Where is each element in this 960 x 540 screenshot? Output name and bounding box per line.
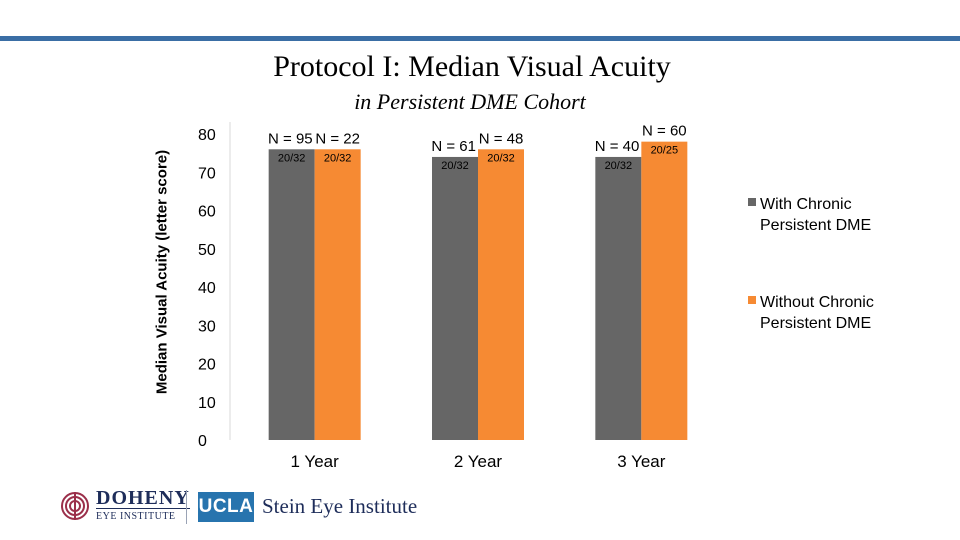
- data-label-acuity: 20/32: [487, 152, 515, 164]
- x-tick-label: 1 Year: [291, 452, 340, 471]
- logo-divider: [186, 490, 187, 524]
- data-label-acuity: 20/32: [605, 160, 633, 172]
- y-tick-label: 0: [198, 433, 207, 450]
- data-label-n: N = 95: [268, 130, 313, 147]
- data-label-n: N = 22: [315, 130, 360, 147]
- legend-swatch-orange: [748, 296, 756, 304]
- data-label-acuity: 20/32: [441, 160, 469, 172]
- y-tick-label: 60: [198, 204, 216, 221]
- y-tick-label: 40: [198, 280, 216, 297]
- bar: [432, 156, 478, 440]
- doheny-logo-icon: [61, 492, 89, 520]
- y-tick-label: 10: [198, 395, 216, 412]
- x-tick-label: 2 Year: [454, 452, 503, 471]
- x-tick-label: 3 Year: [617, 452, 666, 471]
- y-tick-label: 20: [198, 357, 216, 374]
- chart-title: Protocol I: Median Visual Acuity: [273, 50, 671, 83]
- legend-item-with-chronic: With Chronic Persistent DME: [748, 194, 910, 236]
- bar: [595, 156, 642, 440]
- y-tick-label: 30: [198, 318, 216, 335]
- data-label-n: N = 60: [642, 123, 687, 140]
- y-tick-label: 70: [198, 165, 216, 182]
- legend-label: With Chronic Persistent DME: [760, 196, 872, 234]
- doheny-logo: DOHENY EYE INSTITUTE: [96, 488, 190, 522]
- legend-item-without-chronic: Without Chronic Persistent DME: [748, 292, 910, 334]
- data-label-acuity: 20/25: [651, 145, 679, 157]
- doheny-sub: EYE INSTITUTE: [96, 508, 190, 522]
- data-label-acuity: 20/32: [278, 152, 306, 164]
- legend-label: Without Chronic Persistent DME: [760, 294, 874, 332]
- bar: [641, 141, 688, 440]
- y-tick-label: 50: [198, 242, 216, 259]
- bar: [314, 149, 361, 441]
- chart-subtitle: in Persistent DME Cohort: [354, 89, 586, 114]
- ucla-logo: UCLA: [198, 492, 254, 522]
- data-label-n: N = 61: [431, 138, 476, 155]
- bar: [268, 149, 315, 441]
- doheny-name: DOHENY: [96, 487, 190, 509]
- data-label-n: N = 40: [595, 138, 640, 155]
- header-rule: [0, 36, 960, 41]
- y-tick-label: 80: [198, 127, 216, 144]
- stein-eye-logo: Stein Eye Institute: [262, 494, 418, 518]
- data-label-n: N = 48: [479, 130, 524, 147]
- data-label-acuity: 20/32: [324, 152, 352, 164]
- bar: [478, 149, 524, 441]
- legend-swatch-gray: [748, 198, 756, 206]
